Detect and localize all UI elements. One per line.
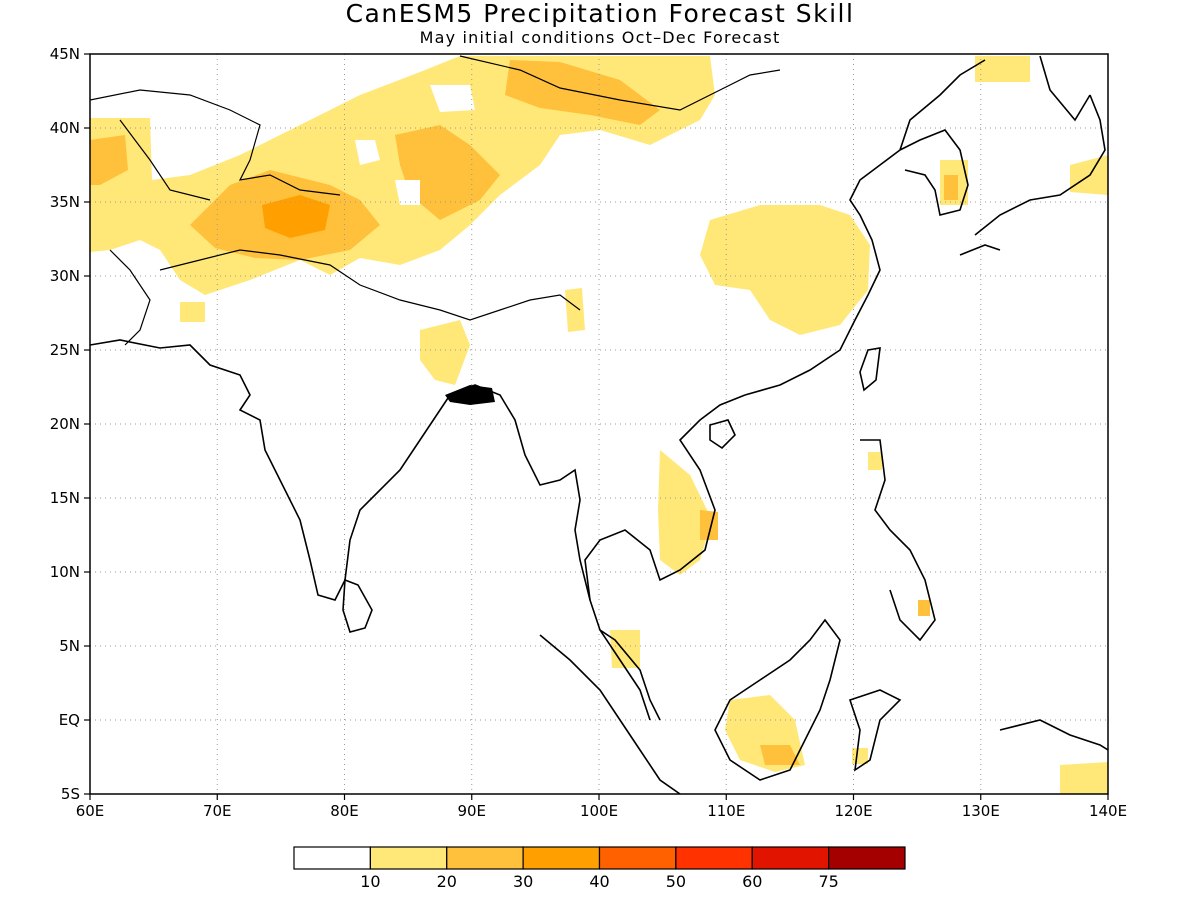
- colorbar-label: 20: [437, 872, 457, 891]
- lat-tick-label: 20N: [50, 415, 80, 433]
- lat-tick-label: 5N: [59, 637, 80, 655]
- skill-region-korea-core: [944, 175, 958, 200]
- lon-tick-label: 120E: [834, 802, 872, 820]
- coast-sri-lanka: [342, 578, 373, 633]
- border-central-asia: [90, 89, 341, 201]
- coast-new-guinea: [999, 719, 1108, 751]
- coast-korea: [899, 129, 969, 216]
- lat-tick-label: 10N: [50, 563, 80, 581]
- lat-axis: 45N 40N 35N 30N 25N 20N 15N 10N 5N EQ 5S: [50, 45, 90, 803]
- skill-region-assam: [565, 288, 585, 332]
- colorbar-swatch: [522, 846, 601, 870]
- coast-sulawesi: [848, 689, 902, 772]
- skill-region-luzon: [868, 452, 882, 470]
- lon-tick-label: 100E: [580, 802, 618, 820]
- skill-region-caspian-core: [90, 135, 128, 185]
- coast-malaya: [599, 629, 661, 721]
- skill-gap-3: [430, 85, 475, 112]
- coast-taiwan: [859, 347, 881, 392]
- graticule: [90, 54, 1108, 794]
- bangladesh-dark-fill: [445, 385, 495, 405]
- colorbar-swatch: [675, 846, 753, 870]
- skill-region-sulawesi: [852, 748, 868, 764]
- chart-title: CanESM5 Precipitation Forecast Skill: [345, 0, 855, 28]
- coast-philippines: [860, 439, 936, 642]
- coast-south-china: [744, 149, 901, 396]
- skill-region-south-china: [700, 205, 870, 335]
- coast-borneo: [714, 618, 841, 781]
- skill-region-malaya: [610, 630, 640, 668]
- lon-tick-label: 70E: [203, 802, 232, 820]
- coastlines: [90, 55, 1108, 794]
- lon-tick-label: 110E: [707, 802, 745, 820]
- colorbar-swatch: [293, 846, 371, 870]
- border-iran-pak: [109, 249, 151, 346]
- lon-tick-label: 80E: [330, 802, 359, 820]
- skill-region-new-guinea: [1060, 762, 1108, 794]
- lat-tick-label: 30N: [50, 267, 80, 285]
- coast-sumatra: [539, 634, 681, 794]
- lat-tick-label: 45N: [50, 45, 80, 63]
- coast-india: [90, 339, 451, 601]
- skill-gap-1: [355, 140, 380, 165]
- border-himalaya: [159, 249, 581, 321]
- lon-tick-label: 130E: [962, 802, 1000, 820]
- colorbar-label: 30: [513, 872, 533, 891]
- skill-region-bengal: [420, 320, 470, 385]
- colorbar: 10 20 30 40 50 60 75: [293, 846, 906, 891]
- lat-tick-label: 25N: [50, 341, 80, 359]
- coast-japan: [959, 94, 1106, 256]
- coast-myanmar: [449, 384, 651, 721]
- colorbar-swatch: [751, 846, 830, 870]
- border-mongolia: [459, 55, 781, 111]
- skill-region-kashmir-30-40: [262, 195, 330, 238]
- skill-region-tarim-core: [395, 125, 500, 220]
- colorbar-swatch: [598, 846, 677, 870]
- lon-tick-label: 140E: [1089, 802, 1127, 820]
- lat-tick-label: 35N: [50, 193, 80, 211]
- skill-region-north-korea-top: [975, 56, 1030, 82]
- skill-region-mindanao: [918, 600, 930, 616]
- colorbar-label: 60: [742, 872, 762, 891]
- skill-gap-2: [395, 180, 420, 205]
- lon-tick-label: 60E: [76, 802, 105, 820]
- colorbar-swatch: [446, 846, 524, 870]
- colorbar-swatch: [369, 846, 448, 870]
- lat-tick-label: 15N: [50, 489, 80, 507]
- coast-indochina: [584, 394, 746, 601]
- skill-region-borneo-core: [760, 745, 800, 765]
- colorbar-swatch: [828, 846, 906, 870]
- colorbar-label: 40: [589, 872, 609, 891]
- coast-northeast: [899, 55, 1091, 151]
- lon-axis: 60E 70E 80E 90E 100E 110E 120E 130E 140E: [76, 794, 1127, 820]
- chart-subtitle: May initial conditions Oct–Dec Forecast: [419, 28, 781, 47]
- lat-tick-label: 5S: [61, 785, 80, 803]
- coast-hainan: [709, 419, 736, 450]
- lat-tick-label: EQ: [59, 711, 80, 729]
- colorbar-label: 50: [666, 872, 686, 891]
- lon-tick-label: 90E: [457, 802, 486, 820]
- colorbar-label: 75: [818, 872, 838, 891]
- colorbar-label: 10: [360, 872, 380, 891]
- skill-region-iran-south: [180, 302, 205, 322]
- skill-region-indochina: [658, 450, 712, 575]
- lat-tick-label: 40N: [50, 119, 80, 137]
